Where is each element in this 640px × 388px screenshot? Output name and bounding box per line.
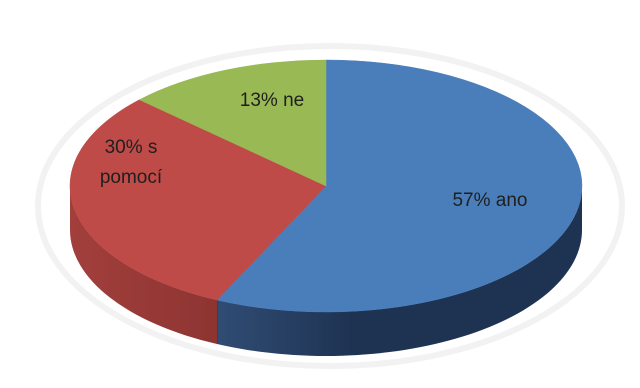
pie-top: [69, 59, 583, 313]
pie-side-ano: [217, 186, 582, 357]
pie-labels: 57% ano 30% s pomocí 13% ne: [100, 90, 528, 211]
pie-slice-ne: [138, 59, 327, 187]
pie-slice-s-pomocí: [69, 99, 327, 301]
pie-sides: [70, 186, 582, 357]
pie-label-line: 30% s: [105, 137, 158, 158]
chart-soft-shadow: [35, 43, 625, 369]
pie-label-line: 57% ano: [452, 190, 527, 211]
pie-label-ano: 57% ano: [452, 190, 527, 211]
pie-label-line: pomocí: [100, 167, 163, 188]
pie-label-ne: 13% ne: [240, 90, 304, 111]
pie-side-s-pomocí: [70, 186, 217, 345]
pie-slice-ano: [216, 59, 583, 313]
pie-label-line: 13% ne: [240, 90, 304, 111]
pie-label-s-pomocí: 30% s pomocí: [100, 137, 163, 188]
